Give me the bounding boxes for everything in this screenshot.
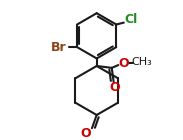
Text: O: O	[119, 57, 129, 70]
Text: O: O	[80, 127, 91, 140]
Text: O: O	[109, 81, 120, 94]
Text: CH₃: CH₃	[132, 57, 152, 67]
Text: Br: Br	[51, 41, 67, 54]
Text: Cl: Cl	[125, 13, 138, 26]
